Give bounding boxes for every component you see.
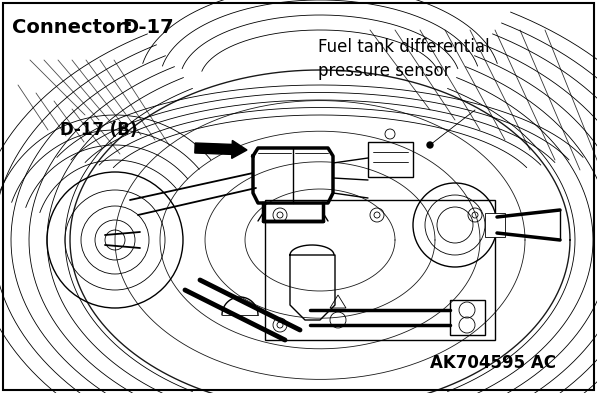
FancyArrow shape xyxy=(195,140,247,158)
Text: Fuel tank differential: Fuel tank differential xyxy=(318,38,490,56)
Text: D-17 (B): D-17 (B) xyxy=(60,121,137,139)
Circle shape xyxy=(427,142,433,148)
Bar xyxy=(450,300,485,335)
Text: pressure sensor: pressure sensor xyxy=(318,62,451,80)
Bar xyxy=(265,200,495,340)
Bar xyxy=(485,213,505,237)
Bar xyxy=(368,142,413,177)
Text: AK704595 AC: AK704595 AC xyxy=(430,354,556,372)
Text: D-17: D-17 xyxy=(122,18,174,37)
Text: Connector:: Connector: xyxy=(12,18,140,37)
